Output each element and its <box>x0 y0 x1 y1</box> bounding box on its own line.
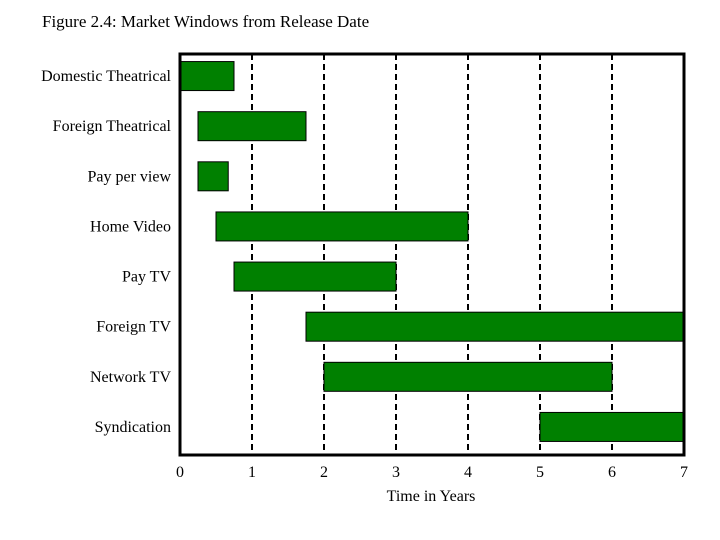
category-label: Foreign Theatrical <box>53 118 172 135</box>
plot-frame <box>178 52 686 457</box>
bar-network-tv <box>323 361 613 392</box>
category-label: Pay TV <box>122 269 171 286</box>
x-tick-label: 4 <box>464 464 472 481</box>
bar-foreign-theatrical <box>197 111 307 142</box>
figure-title: Figure 2.4: Market Windows from Release … <box>42 12 370 31</box>
category-label: Pay per view <box>87 168 171 185</box>
bar-home-video <box>215 211 469 242</box>
x-tick-label: 3 <box>392 464 400 481</box>
category-label: Home Video <box>90 218 171 235</box>
x-axis-label: Time in Years <box>387 488 476 505</box>
bar-syndication <box>539 411 685 442</box>
x-tick-label: 5 <box>536 464 544 481</box>
bar-pay-per-view <box>197 161 229 192</box>
category-label: Syndication <box>95 419 171 436</box>
bar-pay-tv <box>233 261 397 292</box>
bar-foreign-tv <box>305 311 685 342</box>
x-tick-label: 2 <box>320 464 328 481</box>
range-bars <box>179 61 685 442</box>
category-label: Domestic Theatrical <box>41 68 171 85</box>
category-labels: Domestic Theatrical Foreign Theatrical Pay… <box>41 68 171 436</box>
bar-domestic-theatrical <box>179 61 235 92</box>
x-tick-label: 1 <box>248 464 256 481</box>
x-tick-labels: 0 1 2 3 4 5 6 7 <box>176 464 688 481</box>
x-tick-label: 6 <box>608 464 616 481</box>
category-label: Network TV <box>90 369 171 386</box>
x-tick-label: 7 <box>680 464 688 481</box>
category-label: Foreign TV <box>96 319 171 336</box>
x-tick-label: 0 <box>176 464 184 481</box>
